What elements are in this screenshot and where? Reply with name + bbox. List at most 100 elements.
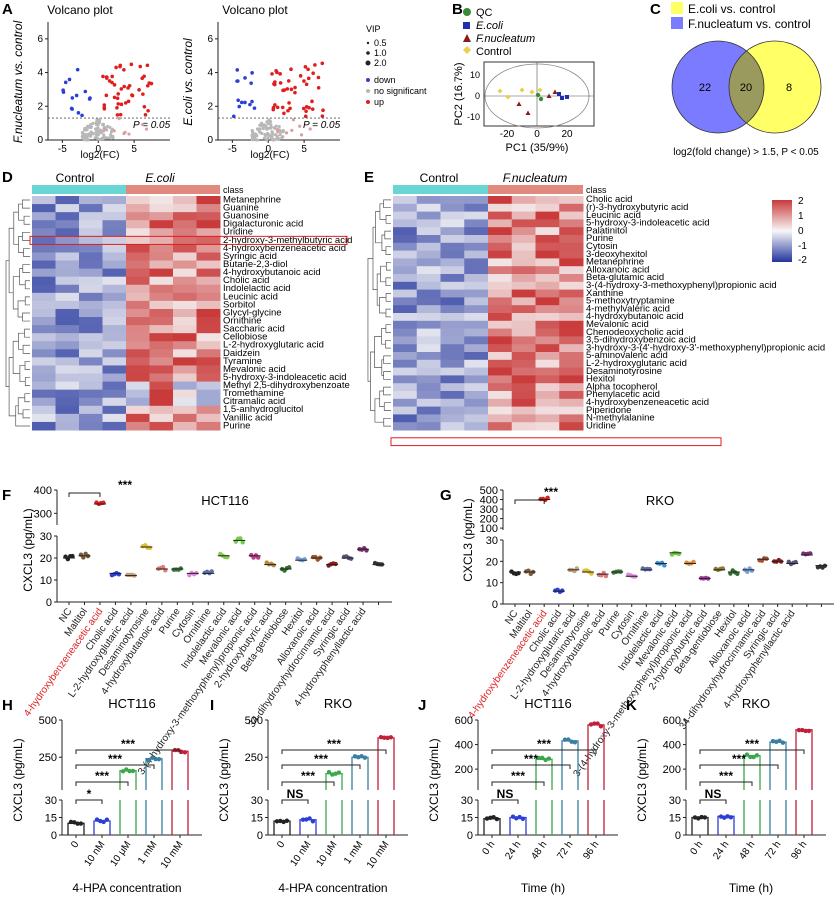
strip-ytick-label: 200 <box>480 514 498 526</box>
heatmap-cell <box>511 398 536 408</box>
heatmap-row-label: Syringic acid <box>223 251 277 262</box>
heatmap-dendro-branch <box>379 297 387 314</box>
heatmap-cell <box>535 227 560 236</box>
heatmap-cell <box>79 252 103 262</box>
strip-point <box>589 571 594 576</box>
volcano-point-ns <box>258 130 262 135</box>
heatmap-dendro-branch <box>24 361 30 370</box>
heatmap-row-label: 5-aminovaleric acid <box>586 350 668 361</box>
volcano-ytick-label: 4 <box>207 68 213 79</box>
panel-g-plot: 0102030100200300400500NCMaltitol4-hydrox… <box>466 485 834 779</box>
heatmap-cell <box>559 352 584 361</box>
bar-point <box>806 728 812 734</box>
heatmap-dendro-branch <box>15 405 30 427</box>
heatmap-cell <box>55 349 80 358</box>
volcano-point-ns <box>278 133 282 137</box>
bar-point <box>156 756 162 762</box>
heatmap-cell <box>196 389 221 399</box>
heatmap-cell <box>196 292 221 302</box>
heatmap-cell <box>196 365 221 375</box>
heatmap-cell <box>196 236 221 245</box>
heatmap-cell <box>440 359 465 369</box>
legend-control-marker <box>463 46 471 54</box>
volcano-point-ns <box>270 133 274 137</box>
heatmap-row-label: 5-hydroxy-3-indoleacetic acid <box>223 372 347 383</box>
heatmap-cell <box>149 381 174 391</box>
heatmap-cell <box>102 341 127 350</box>
heatmap-dendro-branch <box>381 328 386 345</box>
heatmap-row-label: Purine <box>586 233 613 244</box>
pca-ylabel: PC2 (16.7%) <box>453 63 465 126</box>
heatmap-cell <box>79 333 103 342</box>
heatmap-cell <box>416 305 441 314</box>
heatmap-cell <box>32 196 56 205</box>
heatmap-cell <box>173 308 197 318</box>
heatmap-cell <box>511 383 536 392</box>
bar-panel-ylabel: CXCL3 (pg/mL) <box>217 738 231 821</box>
bar-point <box>592 721 597 726</box>
heatmap-cell <box>79 196 103 205</box>
panel-b-pca: QC E.coli F.nucleatum Control -20 0 20 -… <box>453 7 595 154</box>
volcano-point-up <box>289 87 294 92</box>
heatmap-cell <box>416 375 441 384</box>
heatmap-cell <box>416 258 441 267</box>
heatmap-cell <box>32 212 56 221</box>
volcano-point-up <box>306 76 311 81</box>
bar-point <box>94 817 100 822</box>
volcano-point-ns <box>258 123 262 127</box>
heatmap-row-label: Desaminotyrosine <box>586 366 662 377</box>
bar-point <box>388 735 394 740</box>
heatmap-cell <box>55 397 80 407</box>
heatmap-cell <box>32 268 56 278</box>
heatmap-dendro-branch <box>22 344 30 354</box>
legend-up-label: up <box>374 97 384 107</box>
heatmap-cell <box>511 414 536 423</box>
heatmap-cell <box>535 274 560 283</box>
volcano-point-ns <box>263 132 267 137</box>
strip-point <box>545 495 550 501</box>
heatmap-cell <box>464 211 489 220</box>
volcano-point-ns <box>267 118 271 122</box>
heatmap-cell <box>416 203 441 213</box>
legend-control-label: Control <box>476 46 511 58</box>
heatmap-dendro-branch <box>18 203 25 221</box>
heatmap-cell <box>511 227 536 236</box>
pca-point-fn <box>546 93 552 98</box>
volcano-point-ns <box>144 127 149 131</box>
bar-point <box>774 739 779 745</box>
heatmap-row-label: 4-hydroxybenzeneacetic acid <box>586 397 709 408</box>
heatmap-cell <box>149 308 174 318</box>
heatmap-cell <box>32 252 56 262</box>
heatmap-cell <box>416 414 441 423</box>
volcano-point-up <box>293 85 297 90</box>
volcano-point-up <box>321 108 325 113</box>
heatmap-cell <box>535 281 560 291</box>
bar-sig-label: *** <box>95 769 109 783</box>
heatmap-cell <box>126 204 150 213</box>
pca-point-qc <box>538 96 544 102</box>
heatmap-cell <box>488 328 513 337</box>
bar-ytick-label: 30 <box>461 795 473 807</box>
heatmap-cell <box>559 235 584 244</box>
panel-j-time-hct116: HCT116 CXCL3 (pg/mL) Time (h) 0 15 30 200 400 60… <box>427 696 618 895</box>
panel-i-dose-rko: RKO CXCL3 (pg/mL) 4-HPA concentration 0 15 30… <box>217 696 408 895</box>
heatmap-cell <box>126 333 150 342</box>
volcano-point-up <box>303 114 308 119</box>
heatmap-cell <box>55 236 80 245</box>
heatmap-cell <box>55 268 80 278</box>
pca-point-qc <box>535 92 541 98</box>
heatmap-row-label: Xanthine <box>586 288 624 299</box>
panel-k-time-rko: RKO CXCL3 (pg/mL) Time (h) 0 15 30 200 400 600 0 … <box>635 696 826 895</box>
heatmap-cell <box>173 300 197 310</box>
heatmap-cell <box>79 397 103 407</box>
colorbar-tick-m2: -2 <box>798 255 807 266</box>
heatmap-cell <box>393 281 418 291</box>
volcano-point-up <box>129 62 134 67</box>
heatmap-cell <box>559 344 584 353</box>
bar-point <box>124 767 129 772</box>
heatmap-cell <box>149 260 174 270</box>
heatmap-cell <box>126 308 150 318</box>
heatmap-cell <box>393 359 418 369</box>
volcano-point-up <box>289 67 293 72</box>
bar-point <box>300 817 306 822</box>
